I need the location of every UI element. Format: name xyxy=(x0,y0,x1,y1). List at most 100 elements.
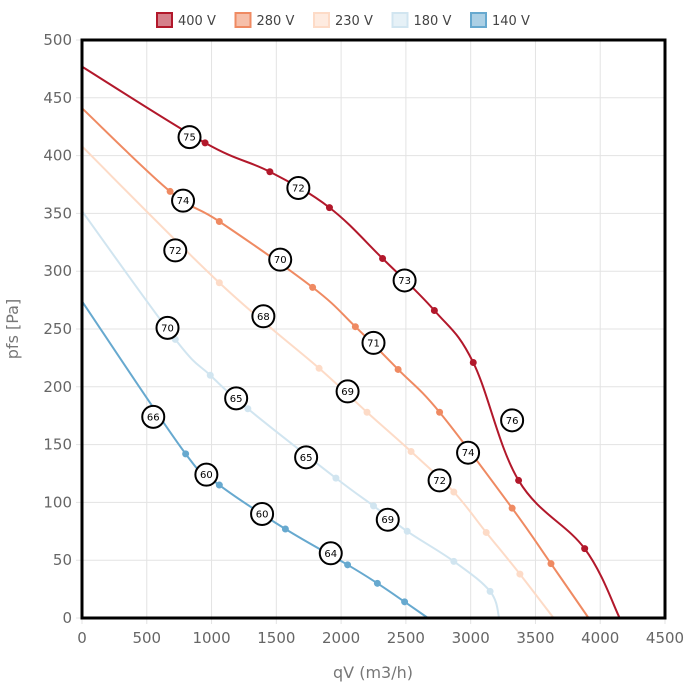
noise-level-badge: 66 xyxy=(141,404,166,429)
x-tick-label: 3500 xyxy=(516,629,554,647)
badge-circle xyxy=(456,440,481,465)
y-axis-ticks: 0 50 100 150 200 250 300 350 400 450 500 xyxy=(43,31,72,627)
data-point xyxy=(244,405,252,413)
data-point xyxy=(450,557,458,565)
badge-label: 70 xyxy=(274,255,287,266)
data-point xyxy=(515,476,523,484)
badge-circle xyxy=(141,404,166,429)
badge-circle xyxy=(286,175,311,200)
legend-item: 280 V xyxy=(234,12,295,29)
badge-circle xyxy=(375,507,400,532)
badge-circle xyxy=(177,125,202,150)
data-point xyxy=(436,408,444,416)
data-point xyxy=(508,504,516,512)
noise-level-badge: 60 xyxy=(194,462,219,487)
data-point xyxy=(581,545,589,553)
series-line-0 xyxy=(81,65,621,619)
data-point xyxy=(394,365,402,373)
noise-level-badge: 72 xyxy=(427,468,452,493)
x-tick-label: 1500 xyxy=(257,629,295,647)
noise-level-badge: 76 xyxy=(500,408,525,433)
legend-label: 280 V xyxy=(257,14,295,29)
noise-level-badge: 74 xyxy=(171,188,196,213)
plot-frame xyxy=(80,38,667,620)
data-point xyxy=(266,168,274,176)
legend-swatch xyxy=(313,12,330,28)
badge-circle xyxy=(171,188,196,213)
y-tick-label: 200 xyxy=(43,378,72,396)
data-point xyxy=(363,408,371,416)
legend-swatch xyxy=(234,12,252,28)
y-tick-label: 400 xyxy=(43,147,72,165)
series-line-1 xyxy=(81,107,590,619)
legend: 400 V 280 V 230 V 180 V 140 V xyxy=(156,12,530,29)
badge-circle xyxy=(155,315,180,340)
y-axis-title: pfs [Pa] xyxy=(3,299,22,359)
data-point xyxy=(370,502,377,510)
legend-item: 400 V xyxy=(156,12,216,29)
badge-label: 65 xyxy=(300,453,313,464)
badge-label: 74 xyxy=(177,196,190,207)
y-tick-label: 300 xyxy=(43,262,72,280)
legend-item: 180 V xyxy=(391,12,451,29)
data-point xyxy=(547,560,555,568)
badge-circle xyxy=(250,501,275,526)
noise-level-badge: 68 xyxy=(251,304,276,329)
data-point xyxy=(166,187,174,195)
y-tick-label: 350 xyxy=(43,204,72,222)
badge-label: 73 xyxy=(398,276,411,287)
data-point xyxy=(332,474,340,482)
badge-circle xyxy=(224,386,249,411)
badge-label: 74 xyxy=(462,448,475,459)
badge-label: 65 xyxy=(230,394,243,405)
x-tick-label: 2500 xyxy=(387,629,425,647)
x-axis-title: qV (m3/h) xyxy=(333,663,413,682)
data-point xyxy=(401,598,409,606)
data-point xyxy=(407,448,415,456)
data-point xyxy=(215,481,223,489)
noise-level-badge: 65 xyxy=(294,445,319,470)
data-point xyxy=(344,561,352,569)
series-points xyxy=(166,139,589,606)
badge-label: 71 xyxy=(367,338,380,349)
legend-swatch xyxy=(156,12,173,28)
badge-circle xyxy=(294,445,319,470)
y-tick-label: 500 xyxy=(43,31,72,49)
legend-item: 140 V xyxy=(470,12,530,29)
x-tick-label: 4500 xyxy=(646,629,684,647)
noise-level-badge: 73 xyxy=(392,268,417,293)
data-point xyxy=(215,279,223,287)
badge-label: 72 xyxy=(433,476,446,487)
x-tick-label: 3000 xyxy=(452,629,490,647)
badge-circle xyxy=(500,408,525,433)
y-tick-label: 150 xyxy=(43,436,72,454)
badge-label: 72 xyxy=(292,183,305,194)
badge-circle xyxy=(163,238,188,263)
data-point xyxy=(182,450,190,458)
data-point xyxy=(201,139,209,147)
y-tick-label: 100 xyxy=(43,493,72,511)
badge-circle xyxy=(268,247,293,272)
noise-level-badge: 75 xyxy=(177,125,202,150)
badge-label: 60 xyxy=(256,509,269,520)
legend-label: 230 V xyxy=(335,14,373,29)
x-axis-ticks: 0 500 1000 1500 2000 2500 3000 3500 4000 4500 xyxy=(77,629,684,647)
x-tick-label: 500 xyxy=(132,629,161,647)
data-point xyxy=(469,359,477,367)
noise-level-badge: 65 xyxy=(224,386,249,411)
data-point xyxy=(379,254,387,262)
badge-circle xyxy=(427,468,452,493)
legend-label: 140 V xyxy=(492,14,530,29)
badge-label: 69 xyxy=(341,387,354,398)
x-tick-label: 0 xyxy=(77,629,87,647)
noise-level-badge: 69 xyxy=(375,507,400,532)
y-tick-label: 0 xyxy=(62,609,72,627)
data-point xyxy=(351,323,359,331)
noise-level-badge: 72 xyxy=(163,238,188,263)
data-point xyxy=(430,307,438,315)
badge-label: 60 xyxy=(200,470,213,481)
noise-level-badge: 71 xyxy=(361,330,386,355)
data-point xyxy=(281,525,289,533)
badge-label: 75 xyxy=(183,133,196,144)
